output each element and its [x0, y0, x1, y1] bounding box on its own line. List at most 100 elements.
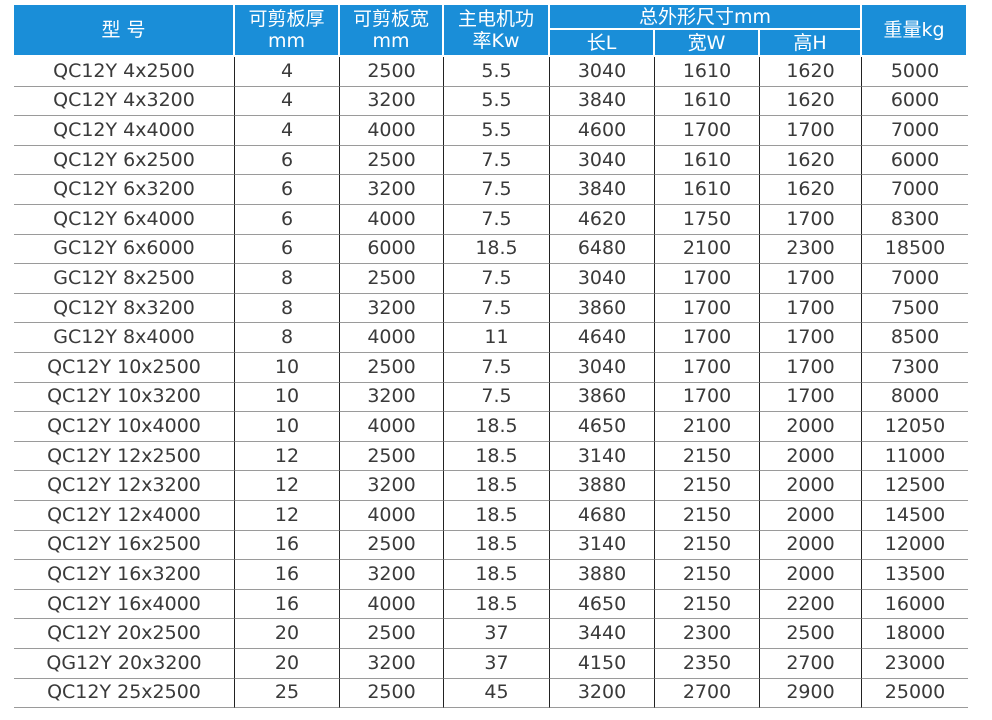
header-text: 宽W — [687, 31, 726, 54]
table-cell: GC12Y 8x4000 — [14, 323, 235, 353]
table-cell: 1610 — [655, 145, 760, 176]
table-cell: 2000 — [760, 501, 862, 531]
table-cell: 4000 — [340, 323, 444, 353]
table-cell: 11000 — [862, 442, 968, 472]
table-cell: 3840 — [550, 86, 655, 117]
table-cell: 37 — [444, 619, 550, 649]
table-cell: 4 — [235, 57, 340, 87]
table-cell: 7000 — [862, 116, 968, 146]
header-text: mm — [267, 30, 306, 52]
table-cell: 12 — [235, 501, 340, 531]
table-cell: 8300 — [862, 205, 968, 235]
table-cell: 2500 — [340, 619, 444, 649]
table-cell: 8500 — [862, 323, 968, 353]
table-cell: 3200 — [340, 382, 444, 413]
table-cell: 1700 — [655, 116, 760, 146]
table-cell: 1700 — [655, 323, 760, 353]
table-cell: 3880 — [550, 471, 655, 501]
header-text: mm — [372, 30, 410, 52]
table-cell: 7.5 — [444, 175, 550, 205]
table-cell: 20 — [235, 619, 340, 649]
table-cell: 4000 — [340, 205, 444, 235]
table-cell: QC12Y 25x2500 — [14, 678, 235, 709]
table-cell: 7.5 — [444, 382, 550, 413]
table-cell: 2500 — [760, 619, 862, 649]
table-cell: 1610 — [655, 86, 760, 117]
table-cell: 7.5 — [444, 205, 550, 235]
header-cell: 可剪板宽 mm — [340, 5, 444, 55]
table-cell: 2900 — [760, 678, 862, 709]
table-cell: 2500 — [340, 145, 444, 176]
table-cell: 3040 — [550, 145, 655, 176]
table-cell: 16 — [235, 530, 340, 561]
table-cell: GC12Y 8x2500 — [14, 264, 235, 294]
table-cell: 5.5 — [444, 116, 550, 146]
table-cell: 18.5 — [444, 471, 550, 501]
table-cell: 1620 — [760, 175, 862, 205]
table-cell: 3200 — [340, 293, 444, 324]
header-subcell: 高H — [760, 30, 862, 55]
table-cell: 1700 — [760, 382, 862, 413]
table-cell: QC12Y 6x3200 — [14, 175, 235, 205]
table-cell: 3880 — [550, 560, 655, 590]
table-cell: QG12Y 20x3200 — [14, 649, 235, 679]
table-cell: 12050 — [862, 412, 968, 442]
table-cell: 10 — [235, 382, 340, 413]
table-cell: 2000 — [760, 471, 862, 501]
table-cell: 6000 — [862, 146, 968, 176]
table-cell: 37 — [444, 649, 550, 679]
table-cell: 11 — [444, 323, 550, 353]
table-cell: 7.5 — [444, 293, 550, 324]
table-cell: QC12Y 20x2500 — [14, 619, 235, 649]
header-cell: 型 号 — [14, 5, 235, 55]
table-cell: 6 — [235, 175, 340, 205]
table-cell: 4600 — [550, 116, 655, 146]
table-cell: 2500 — [340, 678, 444, 709]
table-cell: 1700 — [760, 116, 862, 146]
table-cell: QC12Y 8x3200 — [14, 293, 235, 324]
table-cell: 2500 — [340, 264, 444, 294]
table-cell: 3860 — [550, 382, 655, 413]
table-cell: 2100 — [655, 412, 760, 442]
table-cell: 3440 — [550, 619, 655, 649]
table-cell: 12 — [235, 441, 340, 472]
table-cell: 1700 — [655, 353, 760, 383]
table-cell: 2350 — [655, 649, 760, 679]
table-cell: 6480 — [550, 234, 655, 265]
table-cell: 2500 — [340, 441, 444, 472]
table-cell: 18.5 — [444, 501, 550, 531]
table-cell: 2150 — [655, 560, 760, 590]
header-text: 可剪板宽 — [352, 8, 429, 30]
table-cell: 23000 — [862, 649, 968, 679]
table-cell: 5.5 — [444, 57, 550, 87]
table-cell: 6 — [235, 145, 340, 176]
header-subcell: 宽W — [655, 30, 760, 55]
table-cell: QC12Y 4x3200 — [14, 86, 235, 117]
table-cell: 4640 — [550, 323, 655, 353]
table-cell: 16000 — [862, 590, 968, 620]
table-cell: 4 — [235, 86, 340, 117]
table-cell: 3860 — [550, 293, 655, 324]
table-cell: 2000 — [760, 441, 862, 472]
table-cell: 2500 — [340, 530, 444, 561]
header-text: 总外形尺寸mm — [638, 5, 772, 28]
table-cell: 1750 — [655, 205, 760, 235]
table-cell: 18.5 — [444, 234, 550, 265]
table-cell: 2000 — [760, 560, 862, 590]
table-cell: QC12Y 10x2500 — [14, 353, 235, 383]
header-text: 重量kg — [883, 19, 945, 41]
table-cell: QC12Y 16x4000 — [14, 589, 235, 620]
table-cell: 12 — [235, 471, 340, 501]
table-cell: 7000 — [862, 264, 968, 294]
table-cell: 3200 — [340, 560, 444, 590]
table-cell: 1700 — [655, 264, 760, 294]
table-cell: 2300 — [655, 619, 760, 649]
table-cell: 1620 — [760, 86, 862, 117]
table-cell: 4000 — [340, 412, 444, 442]
table-cell: 10 — [235, 353, 340, 383]
table-cell: 8 — [235, 264, 340, 294]
table-cell: 1700 — [655, 382, 760, 413]
table-cell: 8 — [235, 323, 340, 353]
table-cell: QC12Y 12x2500 — [14, 441, 235, 472]
table-cell: 2500 — [340, 57, 444, 87]
